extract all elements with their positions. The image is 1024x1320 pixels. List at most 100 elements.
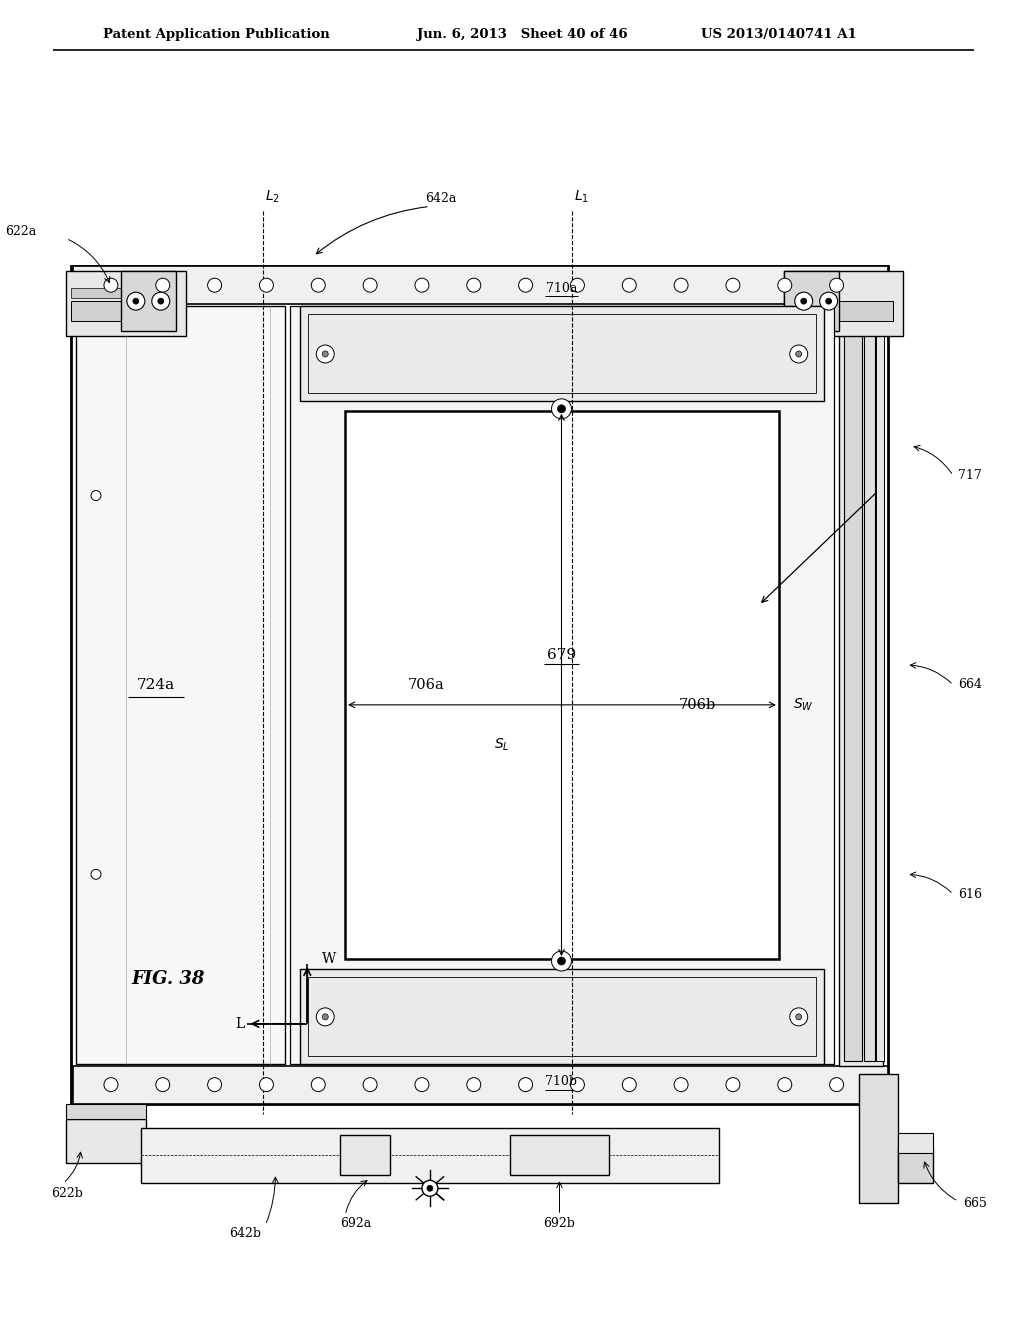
- Bar: [345, 411, 779, 960]
- Circle shape: [557, 405, 565, 413]
- Text: 622b: 622b: [51, 1187, 83, 1200]
- Circle shape: [790, 1008, 808, 1026]
- Text: 692b: 692b: [544, 1217, 575, 1230]
- Text: 710b: 710b: [546, 1076, 578, 1088]
- Circle shape: [91, 491, 101, 500]
- Bar: [291, 306, 561, 1064]
- Circle shape: [415, 279, 429, 292]
- Circle shape: [552, 399, 571, 418]
- Bar: [510, 1135, 609, 1175]
- Bar: [863, 309, 876, 1061]
- Text: Jun. 6, 2013   Sheet 40 of 46: Jun. 6, 2013 Sheet 40 of 46: [417, 28, 628, 41]
- Circle shape: [778, 1077, 792, 1092]
- Bar: [877, 309, 885, 1061]
- Circle shape: [796, 351, 802, 356]
- Text: 616: 616: [958, 888, 982, 900]
- Circle shape: [726, 279, 740, 292]
- Circle shape: [91, 870, 101, 879]
- Bar: [858, 1073, 898, 1204]
- Text: 622a: 622a: [5, 224, 36, 238]
- Bar: [300, 969, 823, 1064]
- Circle shape: [158, 298, 164, 304]
- Circle shape: [208, 279, 221, 292]
- Circle shape: [208, 1077, 221, 1092]
- Bar: [783, 271, 903, 337]
- Bar: [121, 271, 176, 331]
- Circle shape: [552, 952, 571, 972]
- Circle shape: [127, 292, 144, 310]
- Circle shape: [795, 292, 813, 310]
- Circle shape: [467, 279, 480, 292]
- Circle shape: [316, 1008, 334, 1026]
- Circle shape: [152, 292, 170, 310]
- Circle shape: [674, 279, 688, 292]
- Bar: [308, 977, 816, 1056]
- Text: $S_W$: $S_W$: [794, 697, 814, 713]
- Circle shape: [726, 1077, 740, 1092]
- Text: 706b: 706b: [679, 698, 716, 711]
- Bar: [71, 288, 121, 298]
- Circle shape: [422, 1180, 438, 1196]
- Text: $L_1$: $L_1$: [574, 189, 590, 205]
- Bar: [73, 267, 889, 304]
- Circle shape: [801, 298, 807, 304]
- Bar: [561, 306, 834, 1064]
- Circle shape: [364, 279, 377, 292]
- Circle shape: [623, 279, 636, 292]
- Bar: [76, 306, 286, 1064]
- Circle shape: [364, 1077, 377, 1092]
- Circle shape: [259, 1077, 273, 1092]
- Circle shape: [778, 279, 792, 292]
- Circle shape: [415, 1077, 429, 1092]
- Circle shape: [518, 279, 532, 292]
- Circle shape: [316, 345, 334, 363]
- Text: 679: 679: [547, 648, 577, 663]
- Bar: [71, 301, 151, 321]
- Circle shape: [829, 279, 844, 292]
- Circle shape: [570, 279, 585, 292]
- Text: Patent Application Publication: Patent Application Publication: [103, 28, 330, 41]
- Circle shape: [259, 279, 273, 292]
- Circle shape: [323, 1014, 329, 1020]
- Circle shape: [311, 1077, 326, 1092]
- Bar: [898, 1134, 933, 1154]
- Text: $S_L$: $S_L$: [494, 737, 510, 752]
- Circle shape: [311, 279, 326, 292]
- Text: 710a: 710a: [546, 281, 578, 294]
- Text: 665: 665: [964, 1197, 987, 1209]
- Circle shape: [829, 1077, 844, 1092]
- Text: 724a: 724a: [137, 678, 175, 692]
- Text: 642a: 642a: [425, 191, 457, 205]
- Circle shape: [557, 957, 565, 965]
- Circle shape: [133, 298, 139, 304]
- Text: L: L: [236, 1016, 245, 1031]
- Bar: [67, 271, 185, 337]
- Bar: [71, 267, 889, 1104]
- Text: 664: 664: [958, 678, 982, 692]
- Text: 706a: 706a: [408, 678, 444, 692]
- Circle shape: [570, 1077, 585, 1092]
- Circle shape: [323, 351, 329, 356]
- Bar: [340, 1135, 390, 1175]
- Circle shape: [825, 298, 831, 304]
- Bar: [141, 1129, 719, 1183]
- Bar: [814, 301, 893, 321]
- Text: W: W: [323, 952, 337, 966]
- Circle shape: [796, 1014, 802, 1020]
- Bar: [844, 309, 861, 1061]
- Bar: [67, 1104, 145, 1118]
- Circle shape: [427, 1185, 433, 1191]
- Bar: [300, 306, 823, 401]
- Bar: [839, 304, 884, 1065]
- Circle shape: [674, 1077, 688, 1092]
- Bar: [67, 1118, 145, 1163]
- Bar: [73, 1065, 889, 1104]
- Bar: [308, 314, 816, 393]
- Text: FIG. 38: FIG. 38: [131, 970, 205, 987]
- Circle shape: [467, 1077, 480, 1092]
- Text: US 2013/0140741 A1: US 2013/0140741 A1: [701, 28, 857, 41]
- Text: 717: 717: [958, 469, 982, 482]
- Circle shape: [790, 345, 808, 363]
- Circle shape: [104, 279, 118, 292]
- Circle shape: [156, 1077, 170, 1092]
